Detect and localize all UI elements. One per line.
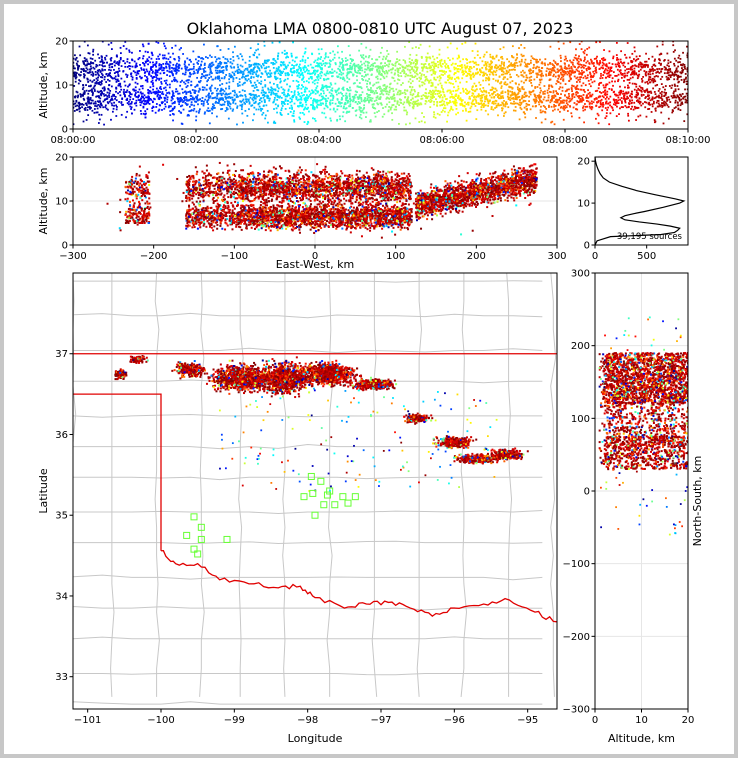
time-height-sources [73,41,688,126]
lma-station-marker [190,545,198,553]
lma-station-marker [194,550,202,558]
histogram-frame [594,156,689,246]
lma-station-marker [300,493,308,501]
longitude-axis-tick-label: −101 [74,715,101,726]
time-height-frame [72,40,689,130]
north-south-ylabel: North-South, km [691,456,704,547]
time-axis-tick-label: 08:06:00 [420,135,465,146]
east-west-sources [106,161,538,239]
county-lines [73,273,557,705]
figure-canvas: Oklahoma LMA 0800-0810 UTC August 07, 20… [37,19,711,745]
east-west-y-tick-label: 0 [62,241,68,252]
source-count-annotation: 39,195 sources [617,232,683,242]
lma-station-marker [307,472,315,480]
plan-view-sources [114,354,529,492]
east-west-x-tick-label: 0 [312,251,318,262]
histogram-y-tick-label: 10 [577,199,590,210]
histogram-y-tick-label: 20 [577,157,590,168]
lma-station-marker [351,493,359,501]
lma-station-marker [223,535,231,543]
time-axis-tick-label: 08:04:00 [297,135,342,146]
time-axis-tick-label: 08:08:00 [543,135,588,146]
ns-altitude-x-tick-label: 20 [682,715,695,726]
latitude-axis-tick-label: 37 [55,349,68,360]
latitude-axis-tick-label: 34 [55,591,68,602]
north-south-sources [598,316,688,536]
ns-altitude-x-tick-label: 10 [635,715,648,726]
north-south-tick-label: 100 [571,414,590,425]
histogram-x-tick-label: 500 [637,251,656,262]
latitude-axis-tick-label: 35 [55,511,68,522]
longitude-axis-tick-label: −97 [370,715,391,726]
plan-view-xlabel: Longitude [288,732,343,745]
lma-station-marker [344,499,352,507]
east-west-x-tick-label: −200 [140,251,167,262]
histogram-y-tick-label: 0 [584,241,590,252]
east-west-x-tick-label: 100 [386,251,405,262]
lma-station-marker [183,531,191,539]
north-south-tick-label: 300 [571,269,590,280]
altitude-histogram-line [594,156,686,246]
lma-station-marker [320,501,328,509]
lma-station-marker [197,523,205,531]
north-south-tick-label: 0 [584,487,590,498]
time-axis-tick-label: 08:00:00 [51,135,96,146]
longitude-axis-tick-label: −95 [517,715,538,726]
lma-station-marker [331,501,339,509]
lma-figure: Oklahoma LMA 0800-0810 UTC August 07, 20… [4,4,734,754]
time-height-y-tick-label: 20 [55,37,68,48]
north-south-xlabel: Altitude, km [608,732,675,745]
east-west-x-tick-label: −100 [221,251,248,262]
time-axis-tick-label: 08:10:00 [666,135,711,146]
east-west-y-tick-label: 20 [55,153,68,164]
lma-station-marker [311,511,319,519]
longitude-axis-tick-label: −96 [444,715,465,726]
plan-view-ylabel: Latitude [37,468,50,514]
lma-station-marker [326,487,334,495]
longitude-axis-tick-label: −99 [224,715,245,726]
north-south-tick-label: −100 [563,559,590,570]
latitude-axis-tick-label: 36 [55,430,68,441]
ns-altitude-x-tick-label: 0 [592,715,598,726]
lma-station-marker [190,513,198,521]
lma-station-marker [317,477,325,485]
oklahoma-state-border [73,353,557,623]
east-west-y-tick-label: 10 [55,197,68,208]
longitude-axis-tick-label: −98 [297,715,318,726]
time-height-ylabel: Altitude, km [37,51,50,118]
longitude-axis-tick-label: −100 [147,715,174,726]
latitude-axis-tick-label: 33 [55,672,68,683]
lma-station-marker [309,489,317,497]
time-height-y-tick-label: 10 [55,81,68,92]
east-west-x-tick-label: 200 [467,251,486,262]
east-west-ylabel: Altitude, km [37,167,50,234]
lma-station-marker [323,491,331,499]
north-south-tick-label: −200 [563,632,590,643]
plan-view-frame [72,272,558,710]
east-west-x-tick-label: 300 [547,251,566,262]
east-west-x-tick-label: −300 [59,251,86,262]
time-height-y-tick-label: 0 [62,125,68,136]
lma-station-marker [197,535,205,543]
east-west-xlabel: East-West, km [276,258,354,271]
north-south-tick-label: 200 [571,341,590,352]
figure-title: Oklahoma LMA 0800-0810 UTC August 07, 20… [187,19,574,38]
histogram-x-tick-label: 0 [592,251,598,262]
time-axis-tick-label: 08:02:00 [174,135,219,146]
north-south-tick-label: −300 [563,705,590,716]
lma-station-marker [339,493,347,501]
